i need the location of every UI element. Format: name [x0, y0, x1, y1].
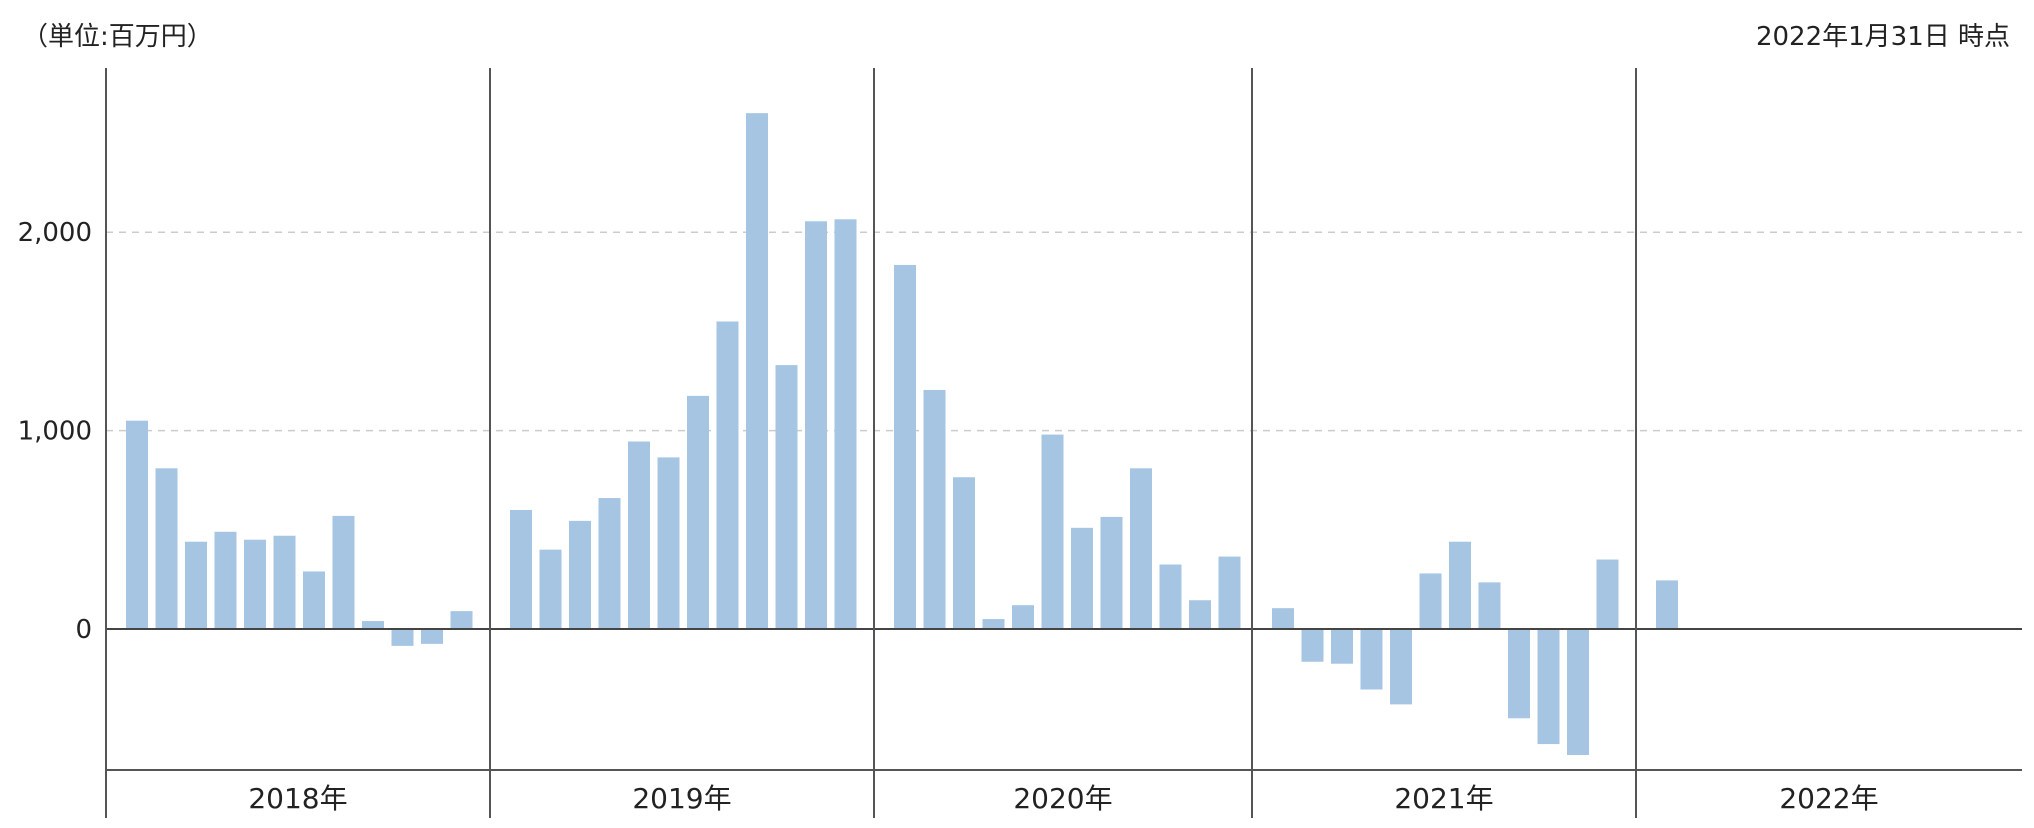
- unit-label: （単位:百万円）: [22, 22, 213, 52]
- y-tick-labels: 0 1,000 2,000: [18, 218, 92, 645]
- bar: [421, 629, 443, 644]
- bar: [1071, 527, 1093, 629]
- bar: [1596, 559, 1619, 629]
- bar: [598, 498, 621, 629]
- bars: [126, 113, 1678, 755]
- bar: [1537, 629, 1560, 745]
- bar: [362, 621, 384, 629]
- y-tick-label: 2,000: [18, 218, 92, 248]
- bar: [687, 395, 709, 629]
- year-label: 2018年: [248, 782, 347, 815]
- year-label: 2022年: [1779, 782, 1878, 815]
- bar: [244, 539, 266, 629]
- bar: [894, 264, 916, 629]
- bar: [746, 113, 768, 629]
- as-of-date: 2022年1月31日 時点: [1755, 22, 2010, 52]
- bar: [834, 219, 857, 629]
- bar: [628, 441, 650, 629]
- year-label: 2020年: [1013, 782, 1112, 815]
- bar: [510, 509, 532, 629]
- bar: [805, 221, 827, 629]
- bar: [1419, 573, 1442, 629]
- bar: [126, 420, 148, 629]
- bar: [569, 520, 591, 629]
- bar: [716, 321, 739, 629]
- bar: [273, 535, 296, 629]
- bar: [1272, 608, 1294, 629]
- y-tick-label: 0: [75, 615, 92, 645]
- bar: [539, 549, 562, 629]
- bar: [657, 457, 680, 629]
- bar: [775, 365, 798, 629]
- y-tick-label: 1,000: [18, 417, 92, 447]
- bar: [1390, 629, 1412, 705]
- bar: [155, 468, 178, 629]
- year-label: 2019年: [632, 782, 731, 815]
- bar: [1041, 434, 1064, 629]
- bar: [1508, 629, 1530, 719]
- bar: [1656, 580, 1678, 629]
- bar: [1189, 600, 1211, 629]
- bar: [982, 619, 1005, 629]
- bar: [953, 477, 975, 629]
- bar: [303, 571, 325, 629]
- bar: [1331, 629, 1353, 664]
- grid-lines: [106, 231, 2022, 432]
- bar: [923, 389, 946, 629]
- bar: [332, 515, 355, 629]
- bar: [1218, 556, 1241, 629]
- bar: [450, 611, 473, 629]
- bar: [185, 541, 207, 629]
- bar: [1301, 629, 1324, 662]
- bar: [391, 629, 414, 646]
- axes: [105, 68, 2022, 818]
- bar: [1012, 605, 1034, 629]
- bar: [1360, 629, 1383, 690]
- bar: [1449, 541, 1471, 629]
- bar: [214, 531, 237, 629]
- year-label: 2021年: [1394, 782, 1493, 815]
- bar: [1100, 516, 1123, 629]
- bar: [1478, 582, 1501, 629]
- year-labels: 2018年 2019年 2020年 2021年 2022年: [248, 782, 1878, 815]
- bar: [1130, 468, 1152, 629]
- bar: [1567, 629, 1589, 755]
- bar: [1159, 564, 1182, 629]
